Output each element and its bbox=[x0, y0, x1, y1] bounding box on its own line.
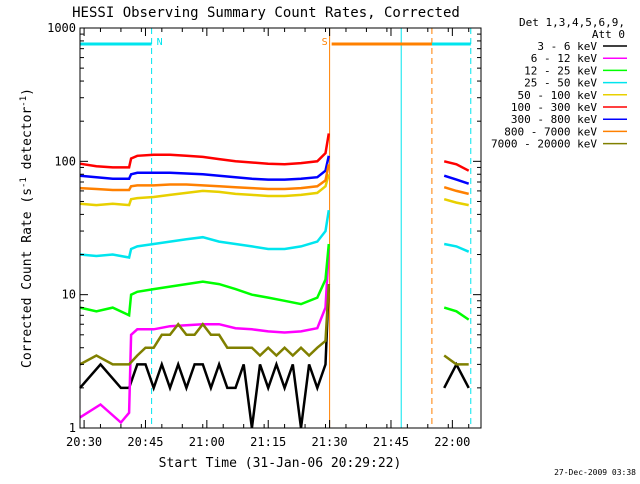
y-axis-label: Corrected Count Rate (s-1 detector-1) bbox=[19, 88, 35, 368]
legend-label-5: 100 - 300 keV bbox=[511, 101, 597, 114]
series-line-8-0 bbox=[79, 284, 331, 366]
series-line-2-1 bbox=[443, 306, 470, 321]
x-tick-label-1: 20:45 bbox=[127, 435, 163, 449]
series-line-6-1 bbox=[443, 174, 470, 185]
series-line-3-0 bbox=[79, 210, 331, 259]
legend-label-7: 800 - 7000 keV bbox=[504, 125, 597, 138]
timestamp: 27-Dec-2009 03:38 bbox=[554, 468, 636, 477]
series-line-5-0 bbox=[79, 133, 331, 169]
y-tick-label-0: 1 bbox=[69, 421, 76, 435]
series-line-2-0 bbox=[79, 243, 331, 318]
legend-label-0: 3 - 6 keV bbox=[537, 40, 597, 53]
x-tick-label-5: 21:45 bbox=[373, 435, 409, 449]
y-axis-label-main: Corrected Count Rate (s bbox=[20, 188, 35, 368]
chart-title: HESSI Observing Summary Count Rates, Cor… bbox=[72, 5, 460, 21]
legend-label-1: 6 - 12 keV bbox=[531, 52, 598, 65]
series-line-7-1 bbox=[443, 186, 469, 196]
series-line-7-0 bbox=[79, 164, 331, 192]
axes-frame bbox=[79, 27, 482, 429]
x-tick-label-6: 22:00 bbox=[434, 435, 470, 449]
x-axis-label: Start Time (31-Jan-06 20:29:22) bbox=[159, 456, 402, 471]
plot-area: N S 20:30 20:45 21:00 21:15 21:30 21:45 22:00 1 10… bbox=[47, 21, 482, 449]
series-line-5-1 bbox=[443, 160, 470, 172]
y-axis-label-end: ) bbox=[20, 88, 35, 96]
legend-label-8: 7000 - 20000 keV bbox=[491, 138, 597, 151]
annotation-s: S bbox=[322, 37, 328, 48]
series-line-0-1 bbox=[443, 361, 470, 389]
legend-header: Det 1,3,4,5,6,9, bbox=[519, 16, 625, 29]
legend-label-2: 12 - 25 keV bbox=[524, 64, 597, 77]
series-line-6-0 bbox=[79, 155, 331, 181]
x-tick-label-3: 21:15 bbox=[250, 435, 286, 449]
series-line-4-0 bbox=[79, 173, 331, 207]
legend-label-4: 50 - 100 keV bbox=[518, 89, 598, 102]
series-line-8-1 bbox=[443, 354, 469, 366]
y-tick-label-3: 1000 bbox=[47, 21, 76, 35]
y-axis-label-sup1: -1 bbox=[19, 177, 29, 188]
legend-label-6: 300 - 800 keV bbox=[511, 113, 597, 126]
series-line-3-1 bbox=[443, 242, 470, 253]
x-tick-label-4: 21:30 bbox=[312, 435, 348, 449]
y-axis-label-sup2: -1 bbox=[19, 96, 29, 107]
y-tick-label-2: 100 bbox=[54, 154, 76, 168]
x-tick-label-0: 20:30 bbox=[66, 435, 102, 449]
y-axis-label-mid: detector bbox=[20, 107, 35, 178]
legend-label-3: 25 - 50 keV bbox=[524, 77, 597, 90]
x-tick-label-2: 21:00 bbox=[189, 435, 225, 449]
series-line-4-1 bbox=[443, 197, 469, 207]
y-tick-label-1: 10 bbox=[62, 288, 76, 302]
legend-attenuator: Att 0 bbox=[592, 28, 625, 41]
series-line-0-0 bbox=[79, 284, 331, 429]
series-line-1-0 bbox=[79, 248, 331, 425]
annotation-n: N bbox=[157, 37, 163, 48]
